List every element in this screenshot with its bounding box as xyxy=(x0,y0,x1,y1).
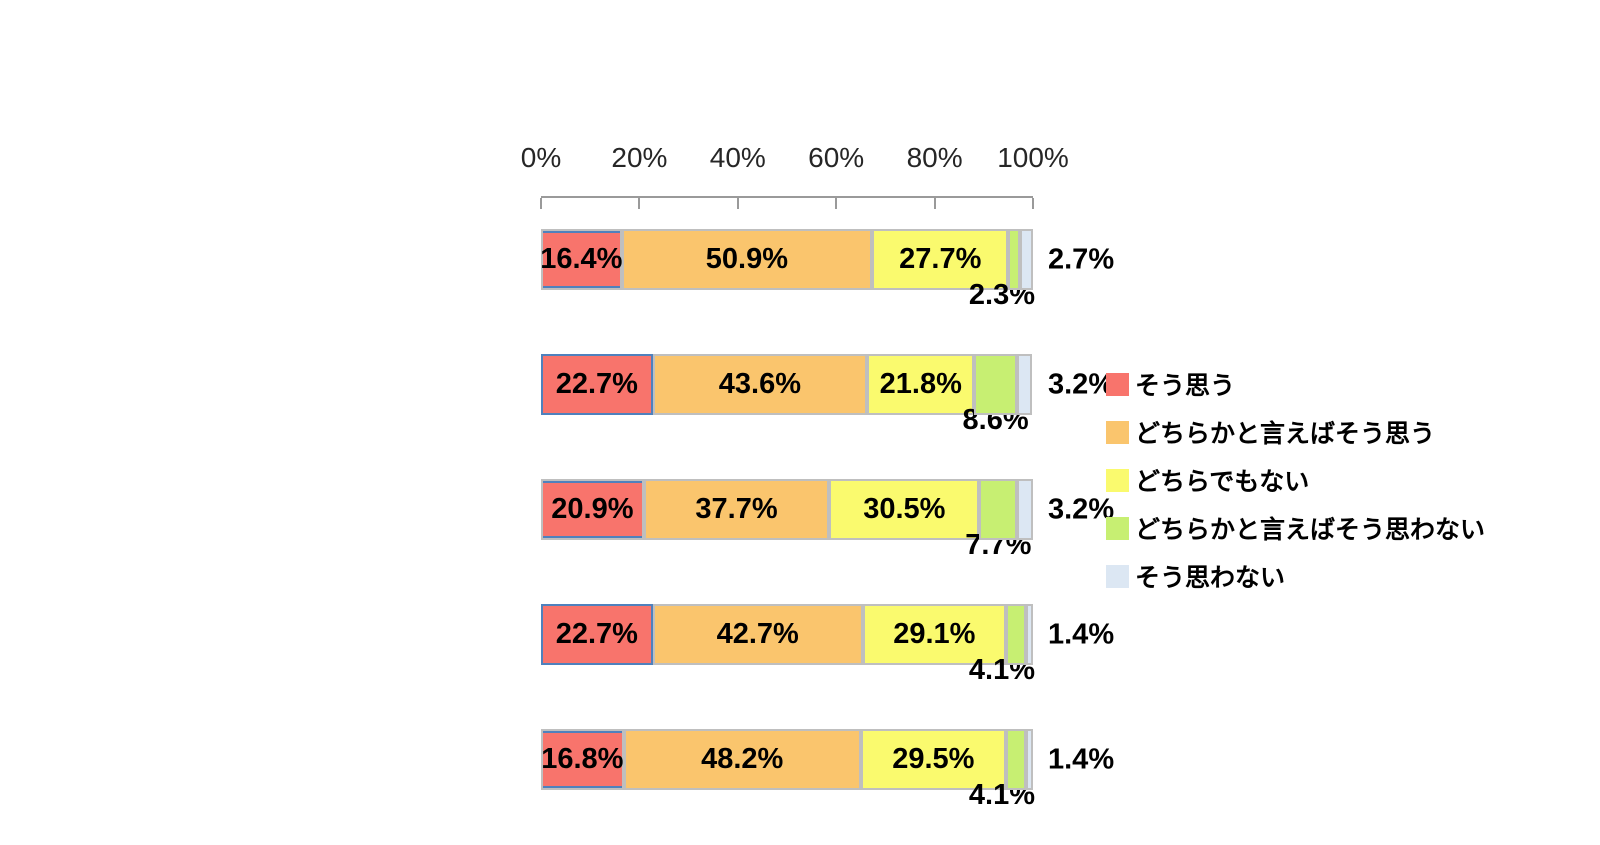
legend-item: どちらかと言えばそう思わない xyxy=(1106,504,1485,552)
legend-label: どちらでもない xyxy=(1135,468,1310,496)
bar-segment-somewhat-disagree xyxy=(974,354,1017,415)
value-label: 22.7% xyxy=(555,368,638,400)
bar-segment-disagree xyxy=(1026,729,1033,790)
value-label: 29.5% xyxy=(892,743,975,775)
value-label: 48.2% xyxy=(701,743,784,775)
bar-segment-neutral: 29.1% xyxy=(862,604,1006,665)
legend-item: どちらかと言えばそう思う xyxy=(1106,408,1485,456)
value-label: 30.5% xyxy=(863,493,946,525)
value-label: 21.8% xyxy=(879,368,962,400)
bar-segment-somewhat-agree: 43.6% xyxy=(652,354,868,415)
bar-segment-somewhat-disagree xyxy=(979,479,1018,540)
value-label: 37.7% xyxy=(695,493,778,525)
value-label-right: 3.2% xyxy=(1048,368,1115,400)
legend-swatch-disagree xyxy=(1106,564,1129,588)
axis-tick-mark xyxy=(933,198,936,209)
bar-segment-disagree xyxy=(1026,604,1033,665)
legend-swatch-agree xyxy=(1106,372,1129,396)
value-label: 16.8% xyxy=(541,743,624,775)
bar-segment-somewhat-disagree xyxy=(1005,729,1027,790)
value-label-right: 1.4% xyxy=(1048,618,1115,650)
value-label-right: 2.7% xyxy=(1048,243,1115,275)
bar-row: 16.4% 50.9% 27.7% 2.3% 2.7% xyxy=(540,229,1114,311)
value-label: 42.7% xyxy=(716,618,799,650)
bar-segment-agree: 22.7% xyxy=(541,604,653,665)
bar-segment-somewhat-agree: 37.7% xyxy=(643,479,830,540)
axis-tick-label: 40% xyxy=(709,142,766,173)
value-label-right: 1.4% xyxy=(1048,743,1115,775)
bar-segment-somewhat-agree: 42.7% xyxy=(652,604,863,665)
axis-tick-label: 20% xyxy=(611,142,668,173)
axis-tick-mark xyxy=(638,198,641,209)
legend-swatch-somewhat-disagree xyxy=(1106,516,1129,540)
bar-segment-disagree xyxy=(1016,354,1033,415)
axis-tick-label: 60% xyxy=(808,142,865,173)
value-label: 43.6% xyxy=(718,368,802,400)
legend-label: どちらかと言えばそう思う xyxy=(1135,420,1436,448)
bar-segment-agree: 16.4% xyxy=(540,229,623,290)
bar-row: 16.8% 48.2% 29.5% 4.1% 1.4% xyxy=(541,729,1114,811)
bar-segment-somewhat-disagree xyxy=(1005,604,1027,665)
legend-item: そう思う xyxy=(1106,360,1485,408)
value-label: 16.4% xyxy=(540,243,623,275)
bar-row: 22.7% 42.7% 29.1% 4.1% 1.4% xyxy=(541,604,1114,686)
value-label: 50.9% xyxy=(705,243,789,275)
axis-tick-mark xyxy=(736,198,739,209)
bar-segment-disagree xyxy=(1019,229,1033,290)
legend-label: そう思う xyxy=(1135,372,1236,400)
legend-label: そう思わない xyxy=(1135,564,1286,592)
legend: そう思うどちらかと言えばそう思う どちらでもないどちらかと言えばそう思わない そう思… xyxy=(1106,360,1485,600)
legend-item: どちらでもない xyxy=(1106,456,1485,504)
bar-segment-neutral: 30.5% xyxy=(829,479,980,540)
legend-label: どちらかと言えばそう思わない xyxy=(1135,516,1486,544)
bar-row: 20.9% 37.7% 30.5% 7.7% 3.2% xyxy=(541,479,1114,561)
legend-item: そう思わない xyxy=(1106,552,1485,600)
bar-segment-neutral: 27.7% xyxy=(872,229,1009,290)
bar-segment-somewhat-agree: 48.2% xyxy=(623,729,861,790)
bar-segment-agree: 16.8% xyxy=(541,729,624,790)
axis-tick-mark xyxy=(1032,198,1034,209)
axis-tick-label: 100% xyxy=(997,142,1069,173)
bar-row: 22.7% 43.6% 21.8% 8.6% 3.2% xyxy=(541,354,1114,436)
axis-tick-mark xyxy=(540,198,542,209)
bar-segment-somewhat-disagree xyxy=(1008,229,1020,290)
bar-segment-neutral: 29.5% xyxy=(860,729,1006,790)
bar-segment-somewhat-agree: 50.9% xyxy=(621,229,873,290)
value-label-right: 3.2% xyxy=(1048,493,1115,525)
legend-swatch-somewhat-agree xyxy=(1106,420,1129,444)
axis-tick-label: 80% xyxy=(906,142,963,173)
axis-tick-label: 0% xyxy=(520,142,562,173)
bar-segment-agree: 22.7% xyxy=(541,354,653,415)
x-axis-line xyxy=(540,196,1034,210)
bar-segment-disagree xyxy=(1017,479,1033,540)
value-label: 27.7% xyxy=(899,243,982,275)
value-label: 20.9% xyxy=(551,493,634,525)
legend-swatch-neutral xyxy=(1106,468,1129,492)
axis-tick-mark xyxy=(835,198,838,209)
bar-segment-agree: 20.9% xyxy=(541,479,644,540)
value-label: 29.1% xyxy=(893,618,976,650)
value-label: 22.7% xyxy=(555,618,638,650)
x-axis-tick-labels: 0% 20% 40% 60% 80% 100% xyxy=(521,142,1069,176)
bar-segment-neutral: 21.8% xyxy=(867,354,975,415)
